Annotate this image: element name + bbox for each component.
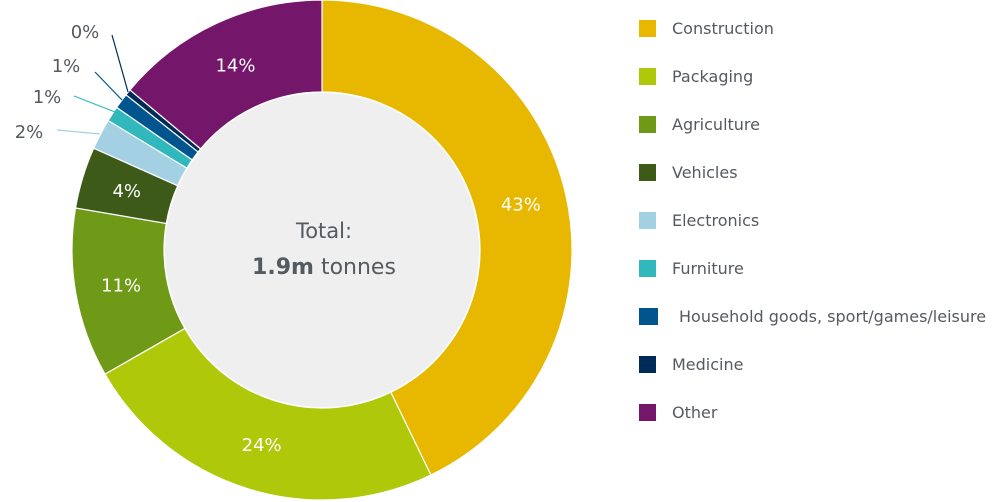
legend-label: Construction [672, 18, 774, 38]
legend-item: Medicine [639, 354, 743, 374]
slice-packaging [104, 327, 432, 501]
legend-label: Vehicles [672, 162, 738, 182]
slice-label: 11% [101, 276, 141, 297]
legend-swatch [639, 115, 656, 133]
slice-other [129, 0, 323, 150]
legend-label: Medicine [672, 354, 744, 374]
slice-label: 1% [52, 56, 81, 77]
donut-hole [165, 93, 479, 407]
center-total-value: 1.9m tonnes [224, 255, 424, 280]
legend-swatch [639, 19, 656, 37]
legend-label: Other [672, 402, 718, 422]
slice-label: 24% [242, 435, 282, 456]
slice-label: 0% [71, 22, 100, 43]
legend-label: Household goods, sport/games/leisure [679, 306, 987, 326]
legend-swatch [639, 355, 656, 373]
legend-label: Electronics [672, 210, 760, 230]
leader-line [111, 34, 129, 93]
slice-label: 4% [112, 181, 141, 202]
leader-line [94, 71, 123, 101]
legend-item: Furniture [639, 258, 744, 278]
legend-swatch [639, 163, 656, 181]
legend-swatch [639, 307, 658, 325]
center-total-label: Total: [295, 219, 353, 243]
leader-line [73, 95, 116, 113]
slice-label: 2% [15, 122, 44, 143]
center-value: 1.9m [252, 255, 314, 280]
legend-swatch [639, 67, 656, 85]
legend-item: Vehicles [639, 162, 738, 182]
legend-item: Electronics [639, 210, 759, 230]
legend-swatch [639, 403, 656, 421]
legend-item: Other [639, 402, 717, 422]
legend-label: Furniture [672, 258, 744, 278]
legend-item: Construction [639, 18, 774, 38]
legend-item: Household goods, sport/games/leisure [639, 306, 986, 326]
center-unit: tonnes [320, 255, 396, 280]
slice-label: 1% [33, 87, 62, 108]
leader-line [56, 129, 101, 135]
legend-item: Packaging [639, 66, 753, 86]
slice-label: 43% [501, 194, 541, 215]
legend-swatch [639, 259, 656, 277]
legend-label: Agriculture [672, 114, 760, 134]
legend-item: Agriculture [639, 114, 760, 134]
slice-label: 14% [215, 55, 255, 76]
slice-construction [321, 0, 573, 476]
legend-swatch [639, 211, 656, 229]
legend-label: Packaging [672, 66, 754, 86]
